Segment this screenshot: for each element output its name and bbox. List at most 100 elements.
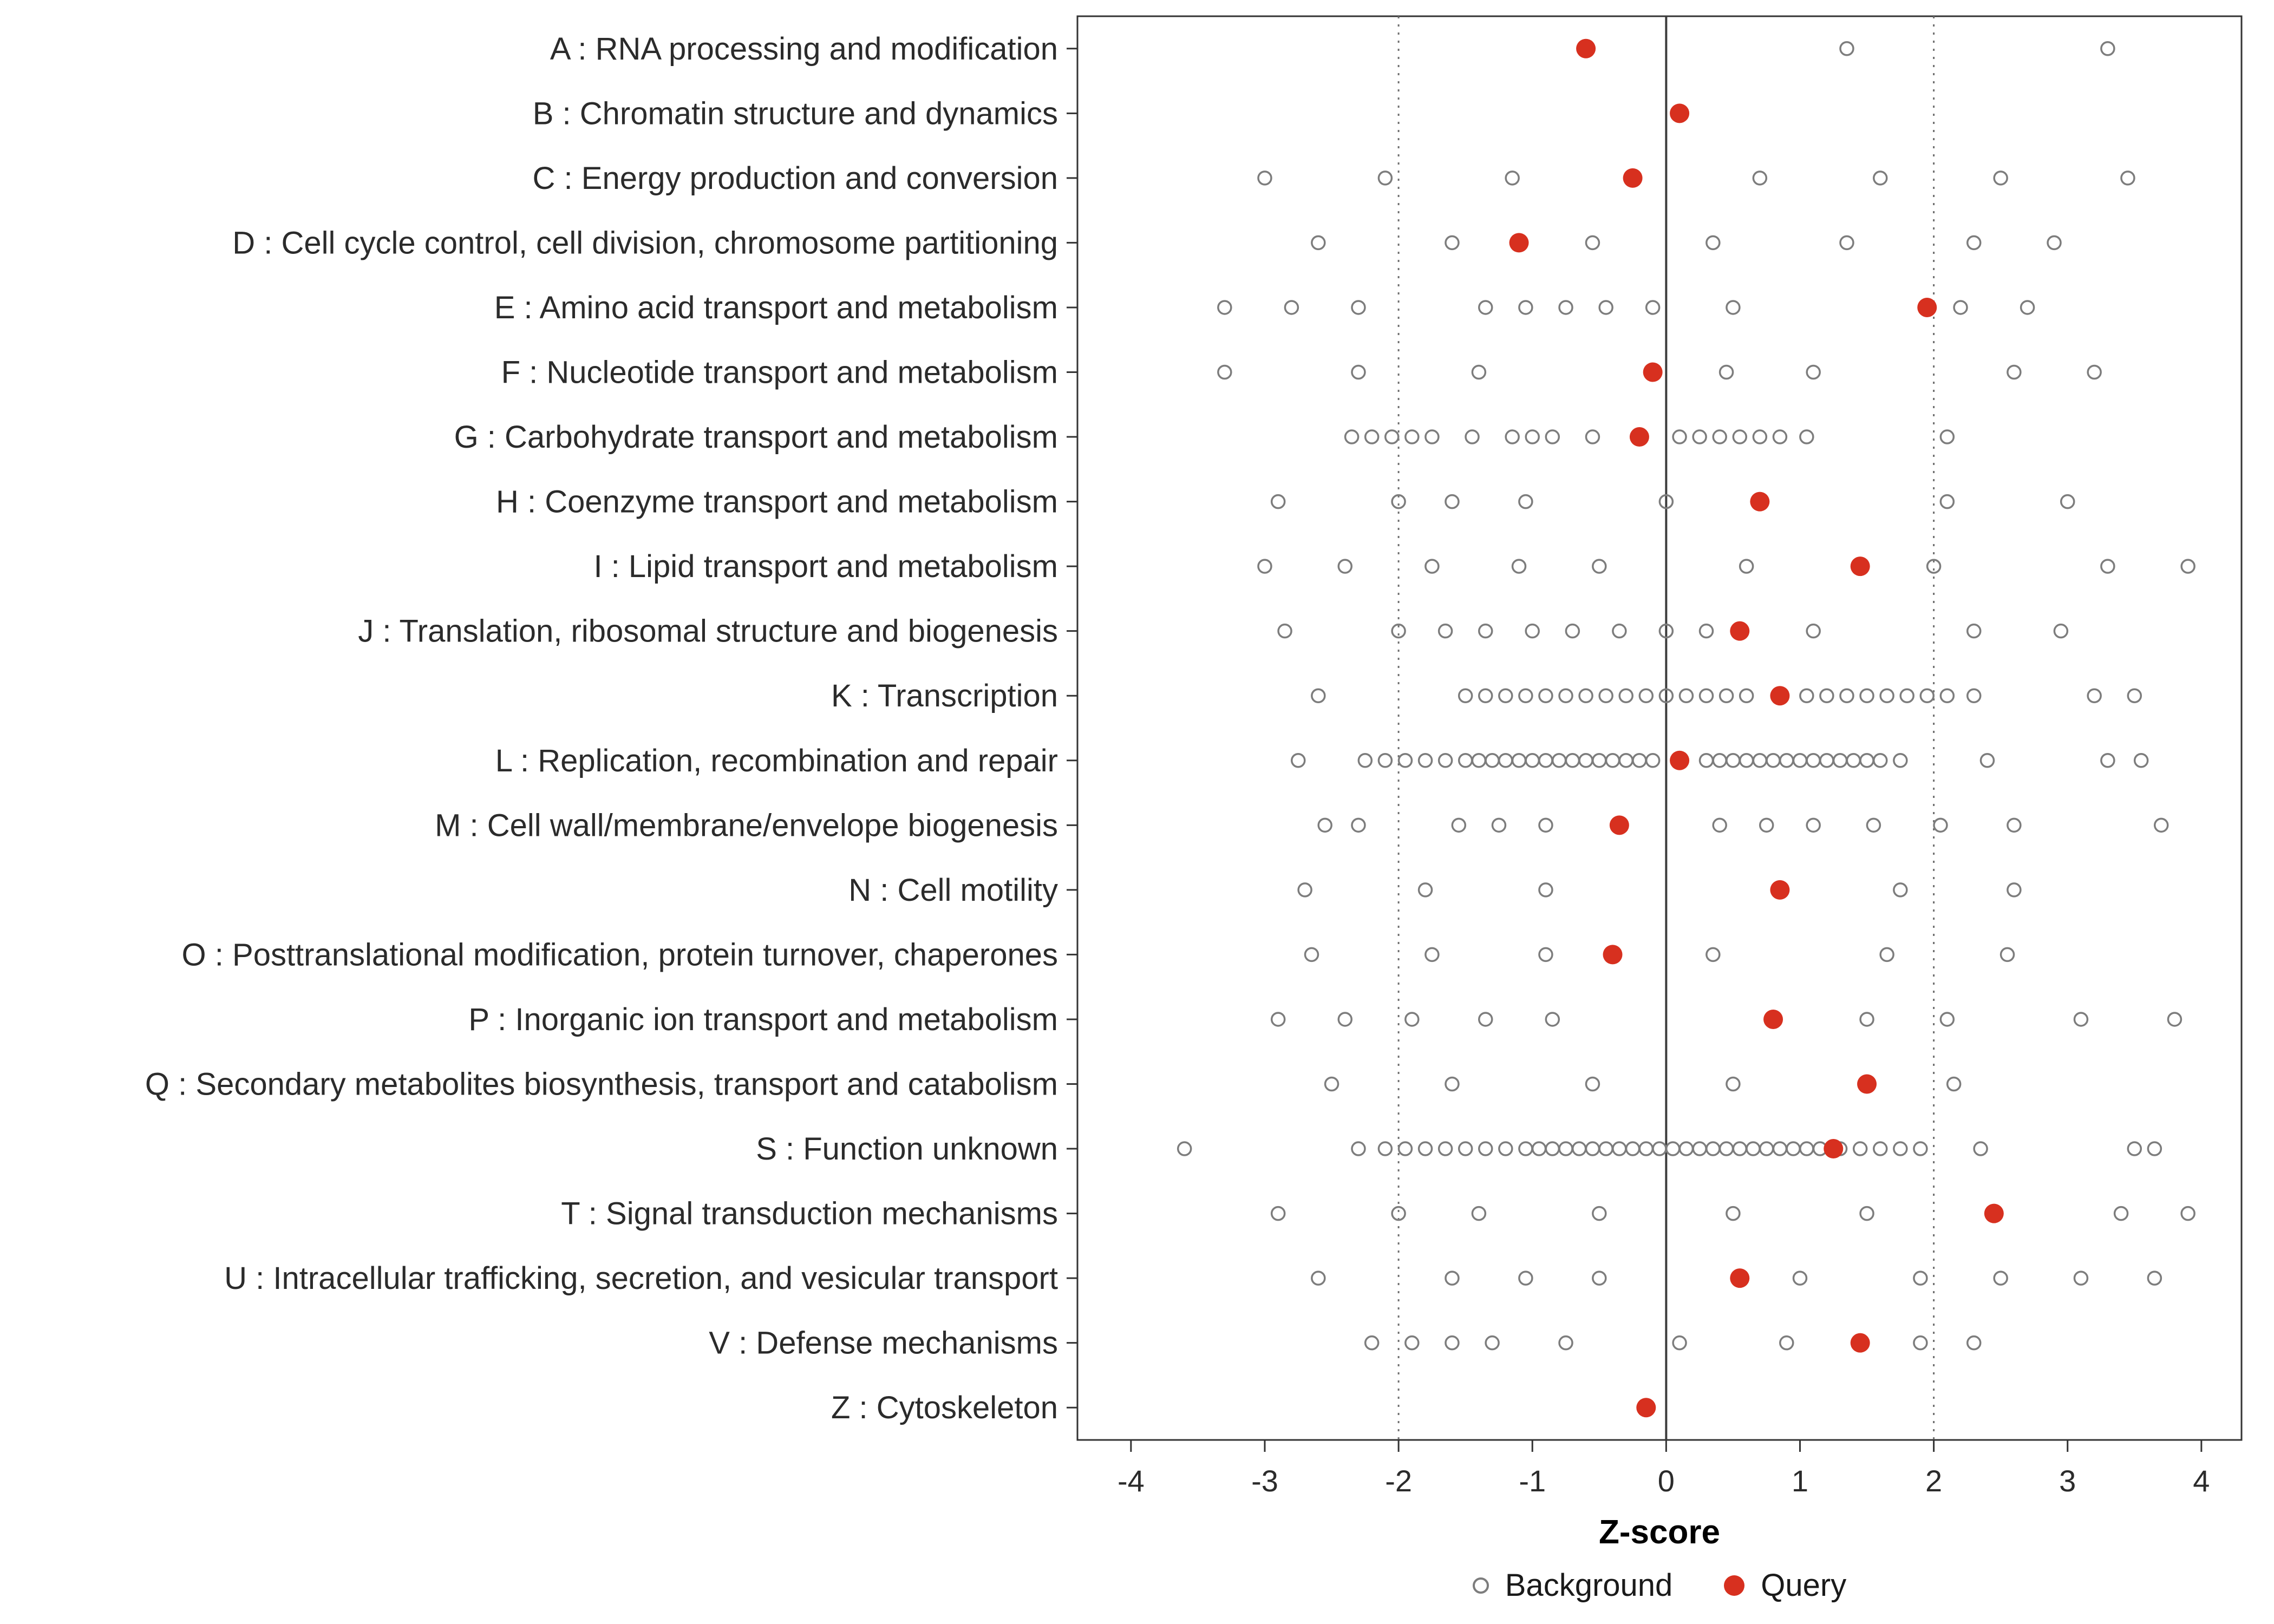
background-point (1979, 753, 1995, 768)
background-point (1397, 753, 1413, 768)
background-point (1879, 947, 1894, 962)
background-point (1297, 882, 1312, 898)
y-axis-label: K : Transcription (831, 678, 1058, 713)
query-point (1850, 556, 1870, 577)
background-point (1658, 494, 1674, 509)
background-point (2053, 623, 2069, 639)
legend-label-background: Background (1505, 1568, 1673, 1603)
background-point (1344, 429, 1360, 444)
background-point (1525, 623, 1540, 639)
background-point (2153, 817, 2169, 833)
x-tick-label: 3 (2059, 1464, 2076, 1498)
background-point (1498, 688, 1513, 703)
background-point (1899, 688, 1914, 703)
y-axis-label: H : Coenzyme transport and metabolism (496, 484, 1058, 520)
background-point (1592, 559, 1607, 574)
background-point (1404, 429, 1420, 444)
background-point (1538, 817, 1553, 833)
background-point (1478, 688, 1493, 703)
background-point (2100, 753, 2115, 768)
background-point (1445, 494, 1460, 509)
x-tick-label: -4 (1118, 1464, 1145, 1498)
background-point (1999, 947, 2015, 962)
background-point (1478, 300, 1493, 315)
background-point (1465, 429, 1480, 444)
background-point (2087, 688, 2102, 703)
background-point (1618, 688, 1633, 703)
background-point (1598, 300, 1613, 315)
background-point (1752, 171, 1768, 186)
query-marker-icon (1724, 1575, 1745, 1596)
background-point (1404, 1012, 1420, 1027)
background-point (2007, 882, 2022, 898)
legend-item-query: Query (1724, 1567, 1846, 1603)
background-point (1873, 171, 1888, 186)
y-axis-label: N : Cell motility (848, 873, 1058, 908)
background-point (1404, 1335, 1420, 1351)
background-point (1939, 429, 1955, 444)
background-point (1451, 817, 1467, 833)
background-point (1311, 688, 1326, 703)
background-point (1718, 688, 1734, 703)
background-point (2100, 41, 2115, 56)
background-point (1291, 753, 1306, 768)
legend: Background Query (1077, 1567, 2242, 1603)
query-point (1824, 1139, 1844, 1159)
background-point (2127, 1141, 2142, 1156)
background-point (1739, 559, 1754, 574)
y-axis-label: G : Carbohydrate transport and metabolis… (454, 420, 1058, 455)
y-axis-label: A : RNA processing and modification (550, 31, 1058, 67)
background-point (2147, 1271, 2162, 1286)
background-point (1417, 753, 1433, 768)
background-point (1939, 688, 1955, 703)
background-point (1364, 1335, 1380, 1351)
background-point (2007, 364, 2022, 380)
background-point (1946, 1076, 1962, 1092)
background-point (1779, 1335, 1794, 1351)
background-point (1324, 1076, 1339, 1092)
background-point (1458, 688, 1473, 703)
background-marker-icon (1472, 1577, 1489, 1594)
background-point (1471, 364, 1487, 380)
background-point (1806, 817, 1821, 833)
background-point (1806, 364, 1821, 380)
y-axis-label: V : Defense mechanisms (709, 1326, 1058, 1361)
query-point (1730, 1268, 1750, 1288)
background-point (1538, 882, 1553, 898)
background-point (1592, 1271, 1607, 1286)
background-point (2133, 753, 2149, 768)
background-point (2060, 494, 2075, 509)
background-point (1966, 1335, 1982, 1351)
background-point (1645, 753, 1661, 768)
background-point (1873, 753, 1888, 768)
query-point (1763, 1009, 1783, 1029)
background-point (1437, 1141, 1453, 1156)
query-point (1623, 168, 1643, 188)
background-point (1953, 300, 1968, 315)
background-point (1518, 1271, 1533, 1286)
background-point (1612, 623, 1627, 639)
query-point (1770, 686, 1790, 706)
background-point (1585, 235, 1600, 251)
x-tick-label: -1 (1519, 1464, 1546, 1498)
background-point (1893, 882, 1908, 898)
background-point (1478, 1012, 1493, 1027)
background-point (2073, 1012, 2089, 1027)
background-point (1397, 1141, 1413, 1156)
background-point (1919, 688, 1935, 703)
background-point (1391, 1206, 1406, 1221)
background-point (1799, 688, 1814, 703)
query-point (1850, 1333, 1870, 1353)
background-point (1558, 300, 1573, 315)
background-point (1592, 1206, 1607, 1221)
background-point (1351, 300, 1366, 315)
background-point (1270, 1206, 1286, 1221)
background-point (1525, 429, 1540, 444)
background-point (1491, 817, 1507, 833)
background-point (1966, 688, 1982, 703)
background-point (1913, 1335, 1928, 1351)
x-tick-label: 4 (2193, 1464, 2210, 1498)
background-point (1993, 171, 2008, 186)
background-point (1706, 947, 1721, 962)
